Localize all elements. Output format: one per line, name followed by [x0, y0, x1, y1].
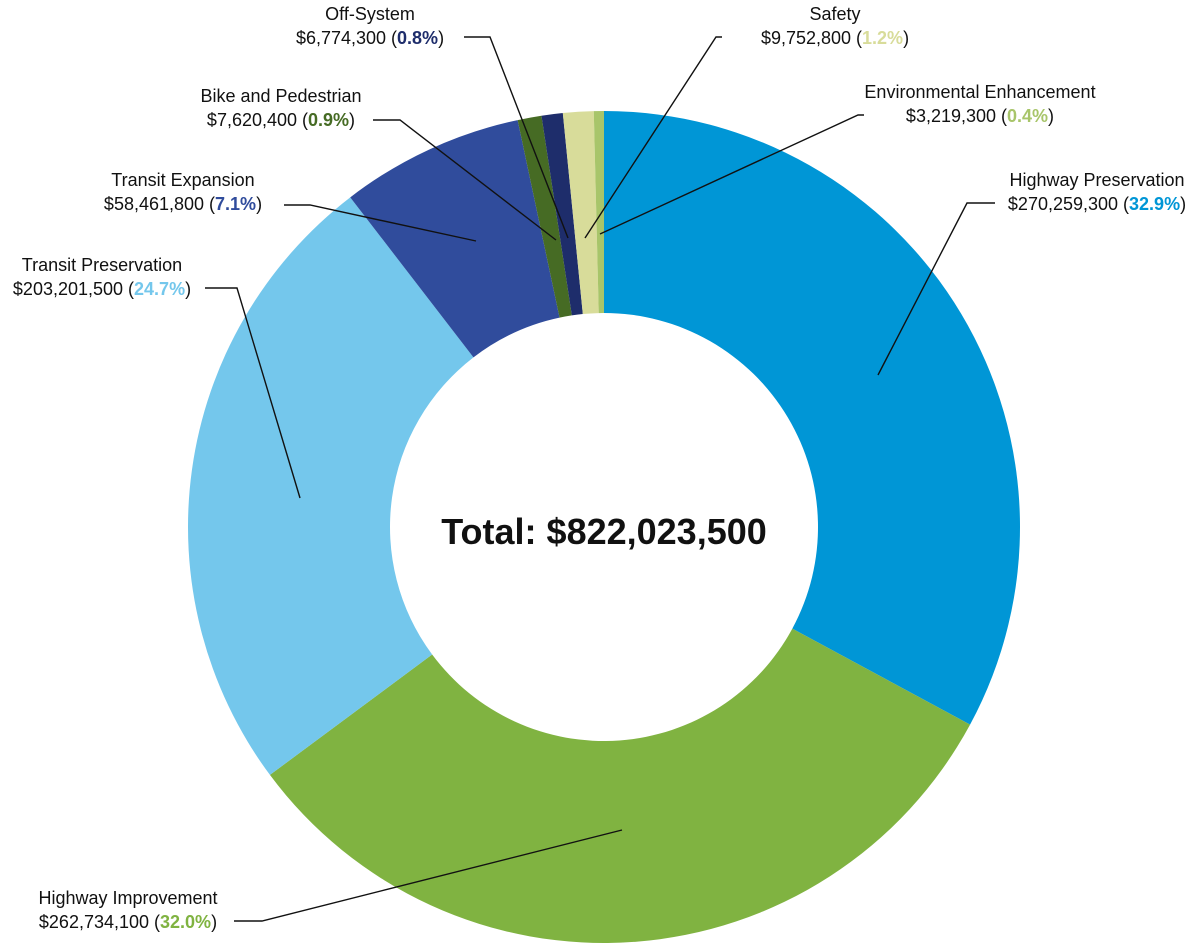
slice-percent: 32.0%: [160, 912, 212, 932]
label-highway-preservation: Highway Preservation $270,259,300 (32.9%): [1007, 170, 1187, 214]
label-highway-improvement: Highway Improvement $262,734,100 (32.0%): [38, 888, 218, 932]
slice-percent: 0.8%: [397, 28, 439, 48]
label-environmental-enhancement: Environmental Enhancement $3,219,300 (0.4…: [864, 82, 1096, 126]
leader-line-safety: [584, 36, 722, 239]
slice-amount: $3,219,300: [905, 106, 997, 126]
slice-name: Transit Expansion: [111, 170, 255, 190]
slice-amount: $262,734,100: [38, 912, 150, 932]
slice-amount: $9,752,800: [760, 28, 852, 48]
slice-name: Environmental Enhancement: [864, 82, 1096, 102]
slice-amount: $58,461,800: [103, 194, 205, 214]
slice-off-system: [541, 113, 583, 316]
leader-line-highway-improvement: [234, 829, 623, 922]
slice-percent: 24.7%: [134, 279, 186, 299]
slice-name: Highway Preservation: [1009, 170, 1185, 190]
label-off-system: Off-System $6,774,300 (0.8%): [295, 4, 445, 48]
leader-line-bike-pedestrian: [373, 119, 557, 241]
slice-transit-expansion: [350, 120, 560, 358]
slice-percent: 0.9%: [308, 110, 350, 130]
slice-transit-preservation: [188, 197, 474, 775]
slice-name: Safety: [809, 4, 861, 24]
slice-amount: $7,620,400: [206, 110, 298, 130]
label-bike-pedestrian: Bike and Pedestrian $7,620,400 (0.9%): [200, 86, 362, 130]
leader-line-environmental: [599, 114, 864, 235]
leader-line-off-system: [464, 36, 569, 239]
total-label: Total: $822,023,500: [441, 511, 767, 552]
slice-percent: 1.2%: [862, 28, 904, 48]
slice-percent: 0.4%: [1007, 106, 1049, 126]
slice-name: Highway Improvement: [38, 888, 218, 908]
slice-amount: $203,201,500: [12, 279, 124, 299]
slice-bike-and-pedestrian: [517, 115, 572, 318]
label-transit-expansion: Transit Expansion $58,461,800 (7.1%): [103, 170, 263, 214]
label-transit-preservation: Transit Preservation $203,201,500 (24.7%): [12, 255, 192, 299]
leader-line-highway-preservation: [877, 202, 995, 376]
label-safety: Safety $9,752,800 (1.2%): [760, 4, 910, 48]
slice-percent: 7.1%: [215, 194, 257, 214]
slice-highway-preservation: [604, 111, 1020, 725]
slice-safety: [562, 111, 599, 315]
slice-amount: $270,259,300: [1007, 194, 1119, 214]
slice-name: Off-System: [325, 4, 415, 24]
slice-amount: $6,774,300: [295, 28, 387, 48]
slice-highway-improvement: [269, 628, 971, 943]
leader-line-transit-expansion: [284, 204, 477, 242]
leader-line-transit-preservation: [205, 287, 301, 499]
slice-percent: 32.9%: [1129, 194, 1181, 214]
slice-name: Bike and Pedestrian: [200, 86, 362, 106]
slice-environmental-enhancement: [593, 111, 604, 314]
slice-name: Transit Preservation: [21, 255, 183, 275]
